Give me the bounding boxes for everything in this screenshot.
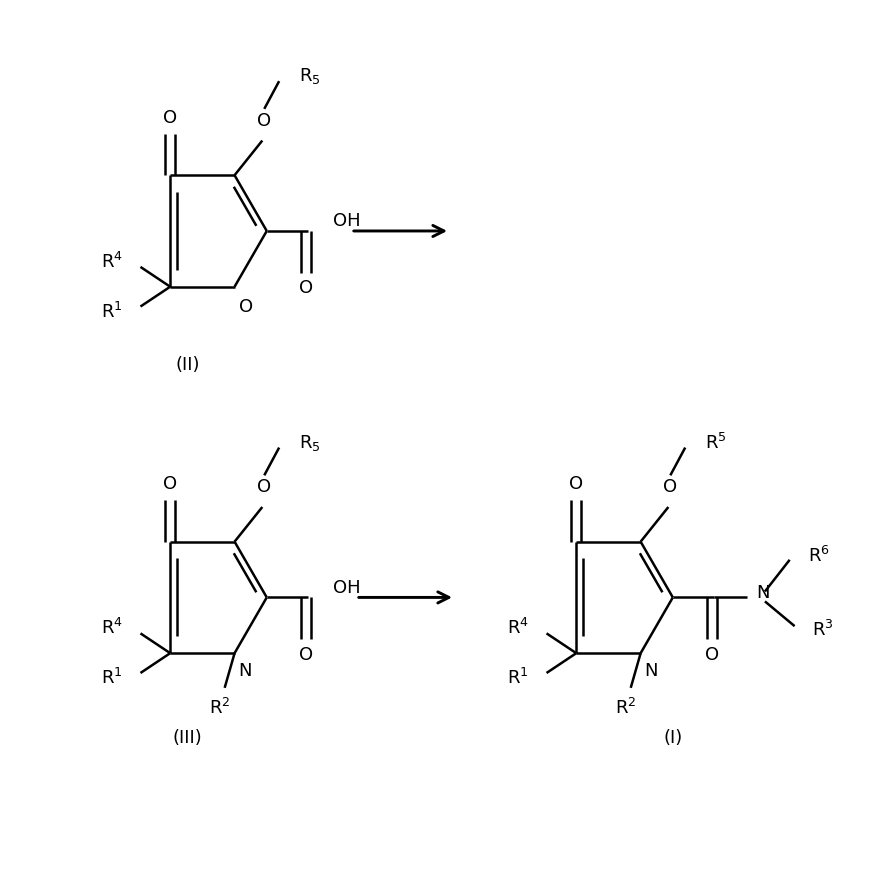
Text: R$^4$: R$^4$ [100, 252, 123, 272]
Text: R$^5$: R$^5$ [705, 433, 727, 453]
Text: O: O [569, 475, 583, 494]
Text: R$^4$: R$^4$ [507, 619, 529, 639]
Text: R$^3$: R$^3$ [813, 620, 834, 640]
Text: R$_5$: R$_5$ [299, 66, 321, 86]
Text: R$^1$: R$^1$ [101, 668, 123, 688]
Text: O: O [163, 109, 177, 127]
Text: (I): (I) [663, 729, 683, 747]
Text: O: O [705, 646, 719, 664]
Text: R$^2$: R$^2$ [209, 698, 230, 718]
Text: R$_5$: R$_5$ [299, 433, 321, 453]
Text: R$^2$: R$^2$ [615, 698, 636, 718]
Text: N: N [644, 662, 658, 680]
Text: R$^4$: R$^4$ [100, 619, 123, 639]
Text: N: N [756, 585, 770, 602]
Text: O: O [238, 297, 253, 315]
Text: O: O [299, 646, 314, 664]
Text: O: O [163, 475, 177, 494]
Text: (II): (II) [176, 355, 200, 374]
Text: R$^1$: R$^1$ [507, 668, 529, 688]
Text: R$^1$: R$^1$ [101, 302, 123, 322]
Text: R$^6$: R$^6$ [807, 546, 830, 566]
Text: O: O [299, 280, 314, 297]
Text: O: O [257, 112, 271, 129]
Text: OH: OH [333, 579, 361, 596]
Text: OH: OH [333, 212, 361, 230]
Text: N: N [238, 662, 252, 680]
Text: O: O [663, 478, 677, 496]
Text: (III): (III) [173, 729, 202, 747]
Text: O: O [257, 478, 271, 496]
